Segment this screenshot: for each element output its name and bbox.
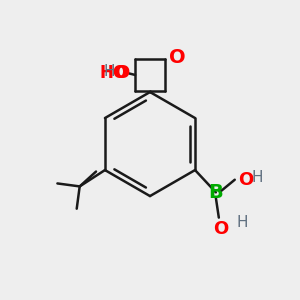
Text: H: H xyxy=(251,170,263,185)
Text: H: H xyxy=(103,64,115,80)
Text: H: H xyxy=(237,214,248,230)
Text: O: O xyxy=(238,171,253,189)
Text: HO: HO xyxy=(100,64,128,82)
Text: B: B xyxy=(208,183,223,202)
Text: O: O xyxy=(114,64,129,82)
Text: O: O xyxy=(213,220,228,238)
Text: O: O xyxy=(169,48,186,68)
